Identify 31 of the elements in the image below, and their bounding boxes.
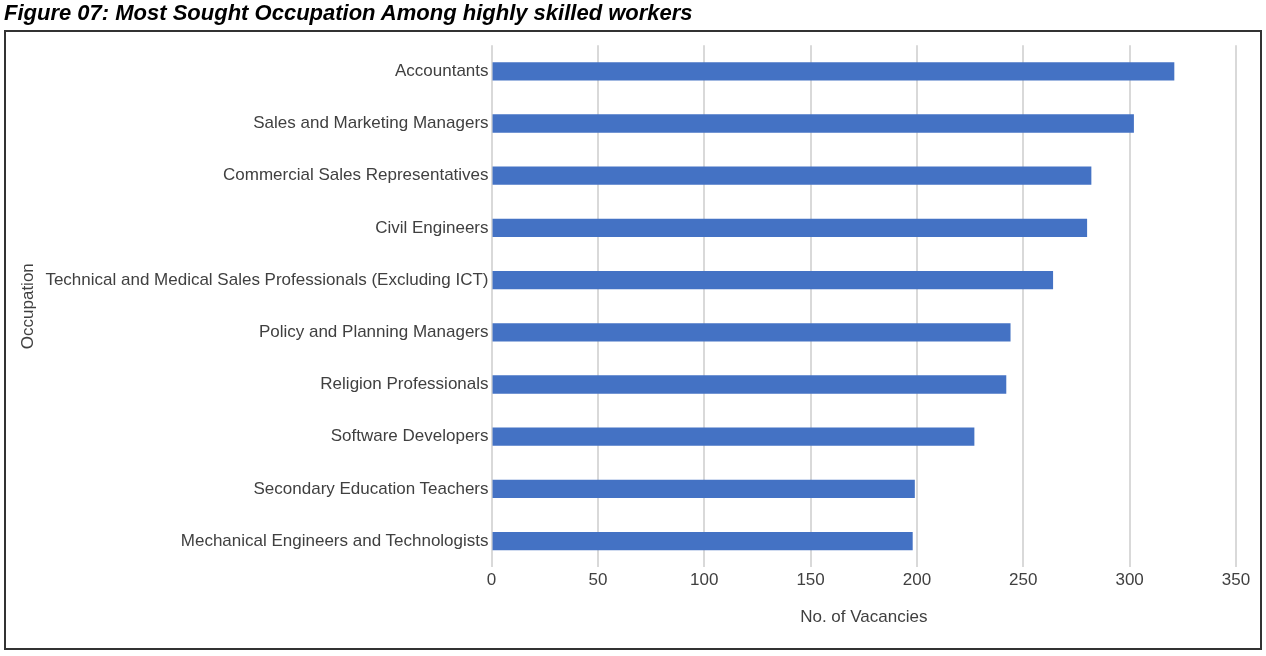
x-tick-label: 150 (796, 570, 825, 590)
x-tick-label: 0 (486, 570, 497, 590)
x-axis-title: No. of Vacancies (800, 607, 928, 627)
x-tick-label: 200 (902, 570, 932, 590)
bar (492, 375, 1007, 394)
bar (492, 218, 1088, 238)
y-tick-label: Policy and Planning Managers (258, 321, 489, 341)
y-tick-label: Commercial Sales Representatives (223, 165, 489, 185)
bar (492, 166, 1092, 185)
y-tick-label: Software Developers (330, 426, 489, 446)
y-tick-label: Secondary Education Teachers (253, 478, 489, 498)
y-tick-label: Sales and Marketing Managers (253, 113, 489, 133)
chart-title: Figure 07: Most Sought Occupation Among highly skilled workers (4, 0, 693, 26)
x-tick-label: 350 (1221, 570, 1251, 590)
y-tick-label: Civil Engineers (375, 217, 489, 237)
bar (492, 62, 1175, 81)
y-axis-title: Occupation (17, 263, 37, 350)
bar (492, 479, 915, 499)
bar (492, 323, 1011, 342)
x-tick-label: 50 (588, 570, 608, 590)
y-tick-label: Religion Professionals (320, 374, 489, 394)
x-tick-label: 300 (1115, 570, 1144, 590)
bar (492, 427, 975, 446)
x-tick-label: 250 (1009, 570, 1038, 590)
y-tick-label: Accountants (394, 60, 489, 80)
y-tick-label: Technical and Medical Sales Professionals (Excluding ICT) (45, 269, 489, 289)
x-tick-label: 100 (690, 570, 719, 590)
bar (492, 531, 913, 551)
bar (492, 270, 1054, 290)
y-tick-label: Mechanical Engineers and Technologists (180, 530, 489, 550)
bar (492, 114, 1134, 133)
